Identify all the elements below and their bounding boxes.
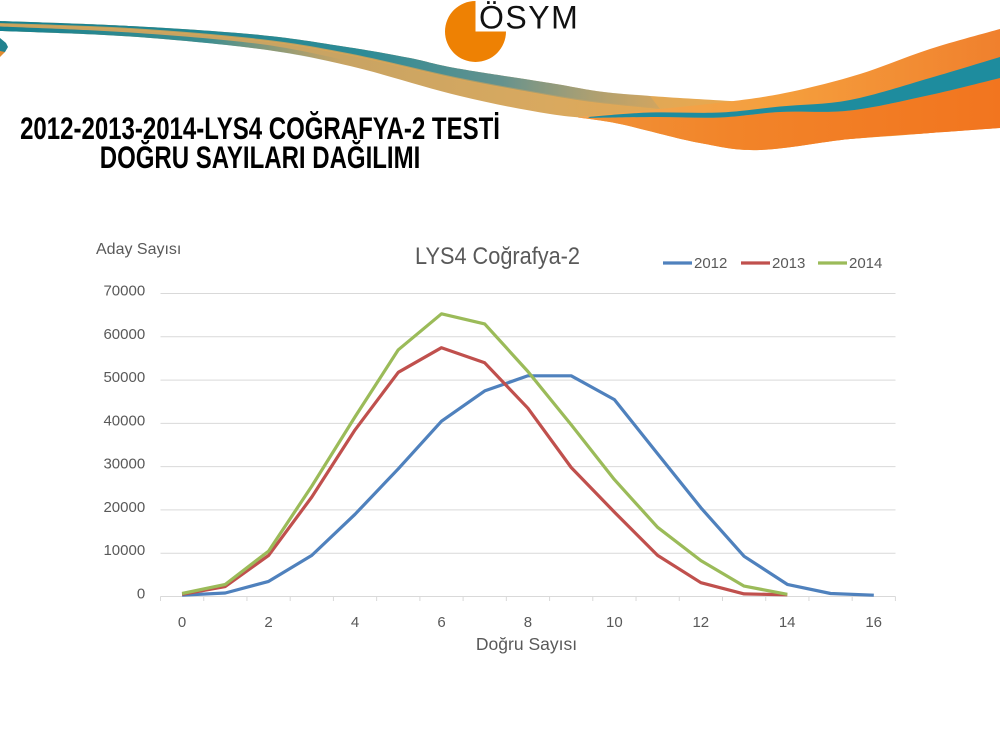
- svg-text:70000: 70000: [103, 283, 145, 300]
- svg-text:16: 16: [865, 614, 882, 631]
- svg-text:Doğru Sayısı: Doğru Sayısı: [476, 634, 577, 654]
- svg-text:10000: 10000: [103, 542, 145, 559]
- svg-text:2012: 2012: [694, 255, 727, 272]
- svg-text:2013: 2013: [772, 255, 805, 272]
- svg-text:8: 8: [524, 614, 532, 631]
- svg-text:2: 2: [264, 614, 272, 631]
- svg-text:4: 4: [351, 614, 359, 631]
- svg-text:ÖSYM: ÖSYM: [479, 0, 579, 36]
- svg-text:20000: 20000: [103, 499, 145, 516]
- svg-text:6: 6: [437, 614, 445, 631]
- svg-text:LYS4 Coğrafya-2: LYS4 Coğrafya-2: [415, 243, 580, 270]
- svg-text:2014: 2014: [849, 255, 882, 272]
- svg-text:10: 10: [606, 614, 623, 631]
- svg-text:40000: 40000: [103, 412, 145, 429]
- svg-text:60000: 60000: [103, 326, 145, 343]
- svg-text:50000: 50000: [103, 369, 145, 386]
- svg-text:14: 14: [779, 614, 796, 631]
- svg-text:0: 0: [137, 586, 145, 603]
- svg-text:12: 12: [692, 614, 709, 631]
- svg-text:Aday Sayısı: Aday Sayısı: [96, 241, 181, 258]
- svg-text:30000: 30000: [103, 456, 145, 473]
- svg-text:0: 0: [178, 614, 186, 631]
